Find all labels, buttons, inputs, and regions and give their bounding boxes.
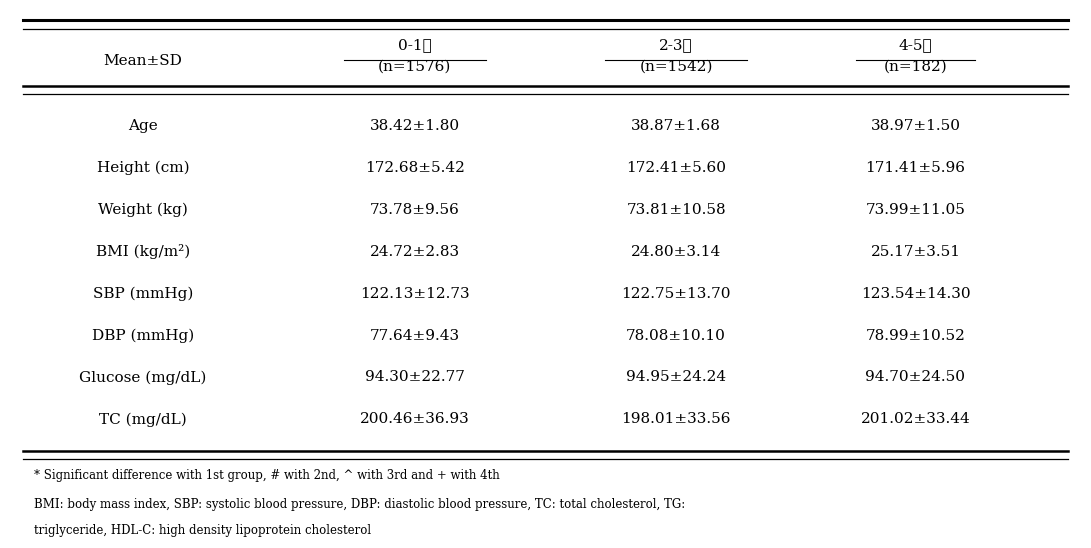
Text: Mean±SD: Mean±SD (104, 54, 182, 68)
Text: 172.68±5.42: 172.68±5.42 (365, 161, 465, 175)
Text: 78.08±10.10: 78.08±10.10 (626, 328, 726, 342)
Text: 172.41±5.60: 172.41±5.60 (626, 161, 727, 175)
Text: 94.95±24.24: 94.95±24.24 (626, 370, 727, 384)
Text: 123.54±14.30: 123.54±14.30 (861, 287, 970, 301)
Text: 122.75±13.70: 122.75±13.70 (622, 287, 731, 301)
Text: 198.01±33.56: 198.01±33.56 (622, 412, 731, 426)
Text: 38.42±1.80: 38.42±1.80 (370, 119, 460, 133)
Text: DBP (mmHg): DBP (mmHg) (92, 328, 194, 342)
Text: 201.02±33.44: 201.02±33.44 (861, 412, 970, 426)
Text: Age: Age (128, 119, 158, 133)
Text: Weight (kg): Weight (kg) (98, 203, 188, 217)
Text: BMI: body mass index, SBP: systolic blood pressure, DBP: diastolic blood pressur: BMI: body mass index, SBP: systolic bloo… (34, 498, 685, 511)
Text: (n=182): (n=182) (884, 60, 947, 74)
Text: * Significant difference with 1st group, # with 2nd, ^ with 3rd and + with 4th: * Significant difference with 1st group,… (34, 469, 500, 482)
Text: BMI (kg/m²): BMI (kg/m²) (96, 244, 190, 259)
Text: 94.30±22.77: 94.30±22.77 (365, 370, 465, 384)
Text: (n=1542): (n=1542) (639, 60, 712, 74)
Text: 38.97±1.50: 38.97±1.50 (871, 119, 960, 133)
Text: SBP (mmHg): SBP (mmHg) (93, 287, 193, 301)
Text: 4-5군: 4-5군 (899, 38, 933, 52)
Text: 38.87±1.68: 38.87±1.68 (632, 119, 721, 133)
Text: (n=1576): (n=1576) (379, 60, 452, 74)
Text: 122.13±12.73: 122.13±12.73 (360, 287, 470, 301)
Text: 171.41±5.96: 171.41±5.96 (865, 161, 966, 175)
Text: 24.72±2.83: 24.72±2.83 (370, 244, 460, 259)
Text: Glucose (mg/dL): Glucose (mg/dL) (80, 370, 206, 385)
Text: 73.78±9.56: 73.78±9.56 (370, 203, 459, 217)
Text: 0-1군: 0-1군 (398, 38, 432, 52)
Text: 24.80±3.14: 24.80±3.14 (631, 244, 721, 259)
Text: 73.81±10.58: 73.81±10.58 (626, 203, 726, 217)
Text: 73.99±11.05: 73.99±11.05 (865, 203, 966, 217)
Text: triglyceride, HDL-C: high density lipoprotein cholesterol: triglyceride, HDL-C: high density lipopr… (34, 524, 371, 536)
Text: 94.70±24.50: 94.70±24.50 (865, 370, 966, 384)
Text: 77.64±9.43: 77.64±9.43 (370, 328, 460, 342)
Text: 200.46±36.93: 200.46±36.93 (360, 412, 470, 426)
Text: TC (mg/dL): TC (mg/dL) (99, 412, 187, 426)
Text: 2-3군: 2-3군 (659, 38, 693, 52)
Text: 25.17±3.51: 25.17±3.51 (871, 244, 960, 259)
Text: 78.99±10.52: 78.99±10.52 (865, 328, 966, 342)
Text: Height (cm): Height (cm) (96, 161, 189, 175)
